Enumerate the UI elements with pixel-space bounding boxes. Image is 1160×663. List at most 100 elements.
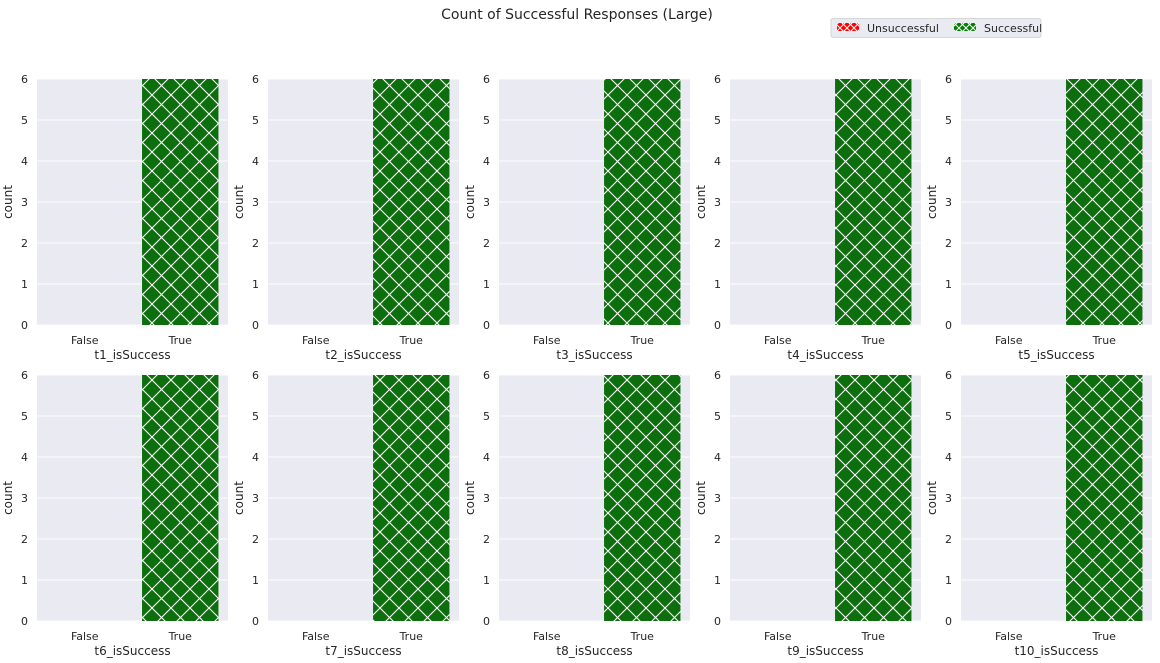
y-tick-label: 4 <box>252 451 259 464</box>
y-tick-label: 0 <box>945 319 952 332</box>
bar-true <box>373 79 450 325</box>
y-tick-label: 4 <box>21 155 28 168</box>
x-tick-label: True <box>861 334 886 347</box>
legend-swatch-unsuccessful <box>837 23 859 31</box>
y-tick-label: 5 <box>252 410 259 423</box>
y-tick-label: 0 <box>945 615 952 628</box>
y-tick-label: 4 <box>252 155 259 168</box>
y-axis-label: count <box>694 481 708 515</box>
x-axis-label: t3_isSuccess <box>556 348 632 362</box>
x-axis-label: t5_isSuccess <box>1018 348 1094 362</box>
y-axis-label: count <box>463 481 477 515</box>
bar-true <box>142 375 219 621</box>
y-tick-label: 6 <box>483 369 490 382</box>
x-tick-label: True <box>399 334 424 347</box>
bar-true <box>142 79 219 325</box>
y-tick-label: 0 <box>714 319 721 332</box>
y-tick-label: 3 <box>252 196 259 209</box>
y-tick-label: 6 <box>714 369 721 382</box>
y-tick-label: 5 <box>483 410 490 423</box>
y-axis-label: count <box>1 185 15 219</box>
y-tick-label: 0 <box>714 615 721 628</box>
y-tick-label: 1 <box>483 574 490 587</box>
y-tick-label: 3 <box>714 492 721 505</box>
y-tick-label: 3 <box>21 196 28 209</box>
x-axis-label: t4_isSuccess <box>787 348 863 362</box>
bar-true <box>1066 79 1143 325</box>
figure-title: Count of Successful Responses (Large) <box>441 7 713 23</box>
y-tick-label: 5 <box>714 410 721 423</box>
y-tick-label: 6 <box>714 73 721 86</box>
x-axis-label: t9_isSuccess <box>787 644 863 658</box>
y-tick-label: 0 <box>483 615 490 628</box>
y-tick-label: 0 <box>21 319 28 332</box>
x-tick-label: True <box>630 334 655 347</box>
y-tick-label: 5 <box>21 410 28 423</box>
y-axis-label: count <box>463 185 477 219</box>
y-tick-label: 1 <box>945 574 952 587</box>
x-tick-label: True <box>399 630 424 643</box>
y-tick-label: 4 <box>714 155 721 168</box>
y-tick-label: 4 <box>483 155 490 168</box>
y-tick-label: 4 <box>483 451 490 464</box>
x-axis-label: t8_isSuccess <box>556 644 632 658</box>
y-tick-label: 2 <box>252 533 259 546</box>
x-axis-label: t1_isSuccess <box>94 348 170 362</box>
y-tick-label: 0 <box>21 615 28 628</box>
legend-label-unsuccessful: Unsuccessful <box>867 22 939 35</box>
y-tick-label: 1 <box>21 278 28 291</box>
bar-true <box>373 375 450 621</box>
y-axis-label: count <box>694 185 708 219</box>
y-tick-label: 3 <box>483 492 490 505</box>
y-tick-label: 5 <box>945 114 952 127</box>
y-tick-label: 3 <box>483 196 490 209</box>
y-tick-label: 4 <box>714 451 721 464</box>
x-tick-label: False <box>764 630 792 643</box>
x-tick-label: False <box>533 334 561 347</box>
y-tick-label: 1 <box>252 278 259 291</box>
y-tick-label: 2 <box>483 237 490 250</box>
y-tick-label: 3 <box>21 492 28 505</box>
legend-swatch-successful <box>954 23 976 31</box>
y-tick-label: 0 <box>252 615 259 628</box>
y-tick-label: 3 <box>945 196 952 209</box>
y-tick-label: 2 <box>714 237 721 250</box>
y-tick-label: 2 <box>21 237 28 250</box>
x-axis-label: t2_isSuccess <box>325 348 401 362</box>
bar-true <box>835 375 912 621</box>
y-tick-label: 1 <box>714 278 721 291</box>
legend-label-successful: Successful <box>984 22 1042 35</box>
y-tick-label: 1 <box>252 574 259 587</box>
x-tick-label: False <box>764 334 792 347</box>
bar-true <box>835 79 912 325</box>
bar-true <box>604 79 681 325</box>
legend: Unsuccessful Successful <box>830 18 1042 38</box>
x-tick-label: False <box>995 334 1023 347</box>
x-tick-label: False <box>533 630 561 643</box>
x-tick-label: True <box>1092 630 1117 643</box>
y-tick-label: 1 <box>21 574 28 587</box>
x-tick-label: True <box>168 630 193 643</box>
y-tick-label: 2 <box>21 533 28 546</box>
x-axis-label: t7_isSuccess <box>325 644 401 658</box>
y-axis-label: count <box>1 481 15 515</box>
x-tick-label: True <box>630 630 655 643</box>
y-tick-label: 4 <box>945 451 952 464</box>
y-axis-label: count <box>232 481 246 515</box>
y-tick-label: 1 <box>714 574 721 587</box>
y-tick-label: 4 <box>945 155 952 168</box>
x-axis-label: t6_isSuccess <box>94 644 170 658</box>
y-tick-label: 3 <box>945 492 952 505</box>
y-tick-label: 2 <box>945 237 952 250</box>
y-tick-label: 0 <box>483 319 490 332</box>
y-tick-label: 6 <box>252 73 259 86</box>
y-tick-label: 1 <box>483 278 490 291</box>
x-tick-label: False <box>71 334 99 347</box>
y-tick-label: 2 <box>252 237 259 250</box>
x-axis-label: t10_isSuccess <box>1015 644 1099 658</box>
